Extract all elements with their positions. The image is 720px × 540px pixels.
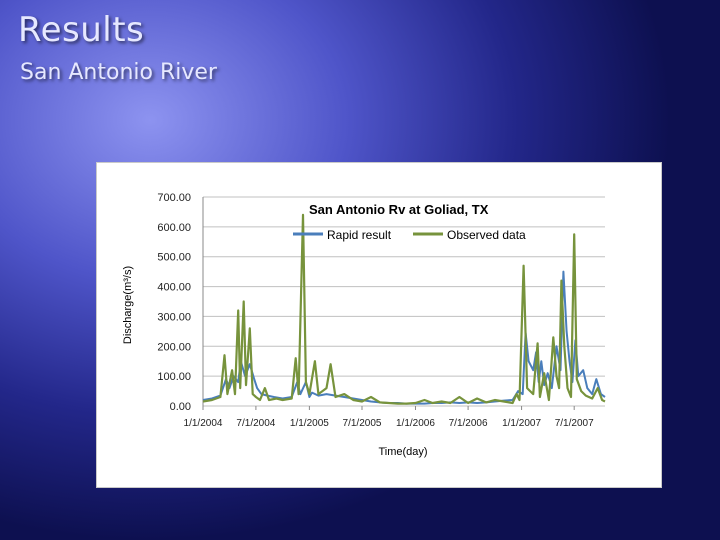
y-tick-label: 100.00 [157, 371, 191, 383]
series-lines [202, 213, 606, 405]
x-axis-label: Time(day) [378, 446, 427, 458]
legend-observed-label: Observed data [447, 228, 526, 242]
y-tick-label: 300.00 [157, 311, 191, 323]
y-tick-label: 600.00 [157, 222, 191, 234]
x-tick-label: 1/1/2005 [290, 418, 329, 429]
y-tick-label: 400.00 [157, 282, 191, 294]
x-tick-label: 7/1/2004 [236, 418, 275, 429]
x-tick-label: 1/1/2007 [502, 418, 541, 429]
discharge-chart: 0.00 100.00 200.00 300.00 400.00 500.00 600.00… [122, 192, 606, 458]
y-tick-label: 200.00 [157, 341, 191, 353]
series-line-rapid [202, 270, 606, 405]
legend: Rapid result Observed data [293, 228, 526, 242]
slide-subtitle: San Antonio River [20, 60, 217, 85]
x-tick-label: 1/1/2006 [396, 418, 435, 429]
x-tick-label: 7/1/2007 [555, 418, 594, 429]
series-line-observed [202, 213, 606, 405]
y-tick-labels: 0.00 100.00 200.00 300.00 400.00 500.00 600.00… [157, 192, 191, 413]
y-tick-label: 0.00 [170, 401, 191, 413]
y-axis-label: Discharge(m³/s) [122, 266, 134, 344]
slide-title: Results [18, 10, 145, 50]
grid-lines [202, 196, 605, 407]
x-tick-label: 7/1/2006 [449, 418, 488, 429]
y-tick-label: 700.00 [157, 192, 191, 204]
chart-title: San Antonio Rv at Goliad, TX [309, 202, 489, 217]
x-tick-label: 7/1/2005 [343, 418, 382, 429]
chart-frame: 0.00 100.00 200.00 300.00 400.00 500.00 600.00… [96, 162, 662, 488]
y-tick-label: 500.00 [157, 252, 191, 264]
x-tick-label: 1/1/2004 [184, 418, 223, 429]
legend-rapid-label: Rapid result [327, 228, 392, 242]
x-tick-labels: 1/1/2004 7/1/2004 1/1/2005 7/1/2005 1/1/2006… [184, 406, 594, 429]
